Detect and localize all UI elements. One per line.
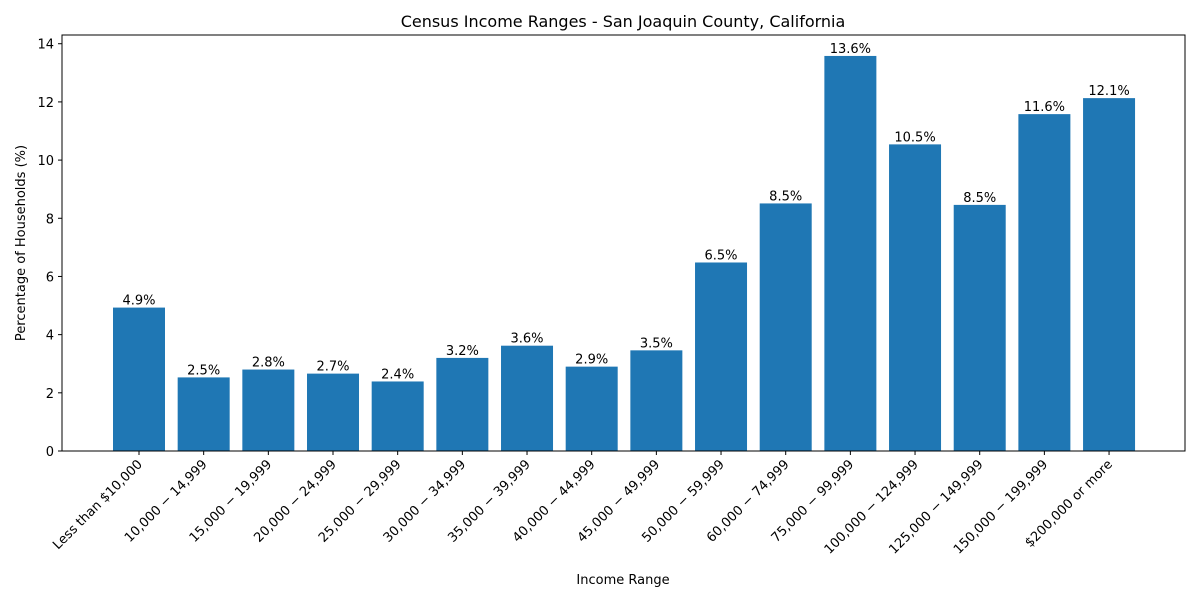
y-tick-label: 6 — [46, 270, 54, 285]
bar-value-label: 3.6% — [511, 332, 544, 347]
bar — [1083, 98, 1136, 452]
bar-value-label: 2.5% — [187, 363, 220, 378]
bar — [953, 204, 1006, 451]
plot-frame — [61, 34, 1186, 452]
bar-value-label: 10.5% — [894, 130, 935, 145]
bar — [695, 262, 748, 451]
bar-value-label: 2.4% — [381, 367, 414, 382]
bar — [113, 307, 165, 451]
bar — [436, 357, 489, 451]
y-tick-label: 12 — [37, 96, 54, 111]
y-tick-label: 4 — [46, 329, 54, 344]
y-axis-label: Percentage of Households (%) — [14, 145, 29, 341]
data-labels-group: 4.9% 2.5% 2.8% 2.7% 2.4% 3.2% 3.6% 2.9% 3.5% 6.5%… — [122, 42, 1129, 383]
bar — [307, 373, 360, 451]
bar — [242, 369, 295, 451]
y-tick-label: 14 — [37, 38, 54, 53]
bar-value-label: 8.5% — [963, 191, 996, 206]
bar-value-label: 8.5% — [769, 189, 802, 204]
x-axis-label: Income Range — [576, 573, 669, 588]
bar — [565, 366, 618, 451]
y-tick-label: 0 — [46, 445, 54, 460]
bar-value-label: 13.6% — [830, 42, 871, 57]
y-tick-label: 2 — [46, 387, 54, 402]
bar — [824, 55, 877, 451]
bar-value-label: 2.7% — [316, 360, 349, 375]
bar-value-label: 3.2% — [446, 344, 479, 359]
bar-value-label: 2.9% — [575, 353, 608, 368]
bar-value-label: 11.6% — [1024, 100, 1065, 115]
bar — [177, 377, 230, 451]
y-tick-label: 8 — [46, 212, 54, 227]
bar — [1018, 114, 1071, 452]
bar-value-label: 2.8% — [252, 356, 285, 371]
bar — [501, 345, 554, 451]
bars-group — [113, 55, 1136, 452]
y-axis: 0 2 4 6 8 10 12 14 — [37, 38, 62, 460]
bar-value-label: 6.5% — [705, 248, 738, 263]
bar-value-label: 4.9% — [122, 294, 155, 309]
y-tick-label: 10 — [37, 154, 54, 169]
bar-value-label: 3.5% — [640, 336, 673, 351]
chart-title: Census Income Ranges - San Joaquin Count… — [401, 12, 846, 31]
bar — [889, 144, 942, 451]
bar — [371, 381, 424, 451]
bar-value-label: 12.1% — [1088, 84, 1129, 99]
bar — [630, 350, 683, 451]
bar — [759, 203, 812, 451]
